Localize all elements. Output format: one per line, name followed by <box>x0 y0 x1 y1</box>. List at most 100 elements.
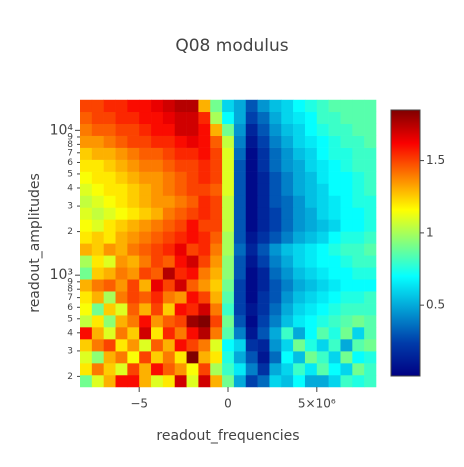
heatmap-cell <box>162 255 176 268</box>
heatmap-cell <box>174 255 187 268</box>
heatmap-cell <box>269 255 282 268</box>
heatmap-cell <box>103 159 116 172</box>
heatmap-cell <box>91 171 104 184</box>
heatmap-cell <box>328 363 341 376</box>
heatmap-cell <box>257 219 270 232</box>
heatmap-cell <box>127 243 140 256</box>
heatmap-cell <box>115 195 128 208</box>
heatmap-cell <box>139 374 152 388</box>
heatmap-cell <box>174 135 187 148</box>
heatmap-cell <box>127 303 140 316</box>
heatmap-cell <box>304 255 318 268</box>
y-tick-label: 4 <box>67 183 73 193</box>
heatmap-cell <box>103 243 116 256</box>
heatmap-cell <box>198 267 211 280</box>
heatmap-cell <box>222 147 235 160</box>
heatmap-cell <box>151 327 164 340</box>
heatmap-cell <box>352 99 365 113</box>
heatmap-cell <box>316 315 329 328</box>
heatmap-cell <box>316 231 329 244</box>
heatmap-cell <box>151 279 164 292</box>
heatmap-cell <box>364 291 377 304</box>
heatmap-cell <box>269 123 282 136</box>
heatmap-cell <box>340 339 353 352</box>
heatmap-cell <box>316 135 329 148</box>
heatmap-cell <box>174 183 187 196</box>
heatmap-cell <box>281 171 294 184</box>
heatmap-cell <box>198 291 211 304</box>
heatmap-cell <box>245 135 258 148</box>
heatmap-cell <box>79 231 93 244</box>
heatmap-cell <box>340 351 353 364</box>
heatmap-cell <box>245 219 258 232</box>
heatmap-cell <box>245 291 258 304</box>
heatmap-cell <box>257 303 270 316</box>
heatmap-cell <box>352 291 365 304</box>
heatmap-cell <box>115 374 128 388</box>
heatmap-cell <box>257 363 270 376</box>
heatmap-cell <box>210 327 223 340</box>
heatmap-cell <box>233 147 247 160</box>
heatmap-cell <box>174 303 187 316</box>
heatmap-cell <box>139 315 152 328</box>
heatmap-cell <box>281 219 294 232</box>
heatmap-cell <box>139 327 152 340</box>
heatmap-cell <box>316 219 329 232</box>
heatmap-cell <box>151 99 164 113</box>
heatmap-cell <box>352 135 365 148</box>
heatmap-cell <box>281 123 294 136</box>
heatmap-cell <box>91 195 104 208</box>
heatmap-cell <box>198 183 211 196</box>
heatmap-cell <box>162 135 176 148</box>
heatmap-cell <box>91 99 104 113</box>
heatmap-cell <box>304 231 318 244</box>
heatmap-cell <box>79 135 93 148</box>
heatmap-cell <box>186 303 199 316</box>
heatmap-cell <box>304 303 318 316</box>
heatmap-cell <box>304 147 318 160</box>
heatmap-cell <box>186 219 199 232</box>
heatmap-cell <box>198 327 211 340</box>
heatmap-cell <box>139 135 152 148</box>
heatmap-cell <box>304 339 318 352</box>
heatmap-cell <box>328 207 341 220</box>
heatmap-cell <box>186 159 199 172</box>
heatmap-cell <box>79 159 93 172</box>
heatmap-cell <box>257 291 270 304</box>
heatmap-cell <box>269 231 282 244</box>
heatmap-cell <box>162 374 176 388</box>
heatmap-cell <box>115 111 128 124</box>
heatmap-cell <box>293 327 306 340</box>
heatmap-cell <box>222 183 235 196</box>
heatmap-cell <box>304 351 318 364</box>
heatmap-cell <box>103 171 116 184</box>
heatmap-cell <box>340 255 353 268</box>
heatmap-cell <box>269 243 282 256</box>
heatmap-cell <box>281 363 294 376</box>
heatmap-cell <box>233 171 247 184</box>
heatmap-cell <box>352 363 365 376</box>
heatmap-cell <box>245 171 258 184</box>
heatmap-cell <box>257 267 270 280</box>
heatmap-cell <box>269 111 282 124</box>
y-axis-title: readout_amplitudes <box>27 173 43 313</box>
heatmap-cell <box>352 243 365 256</box>
heatmap-cell <box>269 327 282 340</box>
heatmap-cell <box>127 207 140 220</box>
heatmap-cell <box>186 267 199 280</box>
heatmap-cell <box>257 135 270 148</box>
heatmap-cell <box>293 231 306 244</box>
heatmap-cell <box>186 111 199 124</box>
heatmap-cell <box>340 315 353 328</box>
heatmap-cell <box>198 363 211 376</box>
heatmap-cell <box>245 231 258 244</box>
heatmap-cell <box>340 147 353 160</box>
heatmap-cell <box>198 207 211 220</box>
heatmap-cell <box>269 291 282 304</box>
heatmap-cell <box>210 123 223 136</box>
heatmap-cell <box>210 111 223 124</box>
heatmap-cell <box>269 147 282 160</box>
y-tick-label: 9 <box>67 132 73 142</box>
heatmap-cell <box>245 267 258 280</box>
heatmap-cell <box>293 351 306 364</box>
